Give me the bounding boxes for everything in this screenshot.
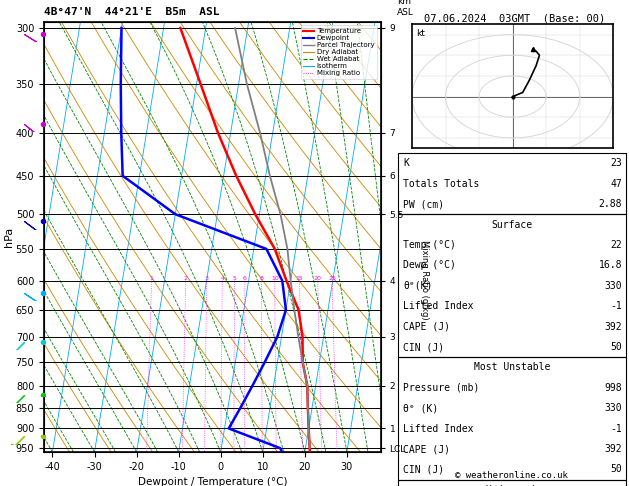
- Text: CAPE (J): CAPE (J): [403, 322, 450, 331]
- Text: Pressure (mb): Pressure (mb): [403, 383, 479, 393]
- Text: -1: -1: [610, 424, 622, 434]
- Text: Hodograph: Hodograph: [486, 485, 538, 486]
- Text: 15: 15: [296, 276, 303, 280]
- Text: 392: 392: [604, 444, 622, 454]
- Text: 392: 392: [604, 322, 622, 331]
- Text: Lifted Index: Lifted Index: [403, 301, 474, 311]
- Text: 20: 20: [314, 276, 321, 280]
- Text: Temp (°C): Temp (°C): [403, 240, 456, 250]
- Y-axis label: hPa: hPa: [4, 227, 14, 247]
- Text: 8: 8: [260, 276, 264, 280]
- Text: 10: 10: [271, 276, 279, 280]
- Text: θᵉ (K): θᵉ (K): [403, 403, 438, 413]
- Text: 23: 23: [610, 158, 622, 168]
- Text: 25: 25: [328, 276, 336, 280]
- Text: 47: 47: [610, 179, 622, 189]
- Text: 4: 4: [220, 276, 225, 280]
- Text: CIN (J): CIN (J): [403, 342, 444, 352]
- Text: 22: 22: [610, 240, 622, 250]
- Text: 2: 2: [184, 276, 187, 280]
- Text: CAPE (J): CAPE (J): [403, 444, 450, 454]
- Text: K: K: [403, 158, 409, 168]
- Text: kt: kt: [416, 29, 425, 38]
- Text: CIN (J): CIN (J): [403, 465, 444, 474]
- Text: 1: 1: [150, 276, 153, 280]
- Text: 3: 3: [205, 276, 209, 280]
- Text: 4B°47'N  44°21'E  B5m  ASL: 4B°47'N 44°21'E B5m ASL: [44, 7, 220, 17]
- Text: 50: 50: [610, 465, 622, 474]
- Text: Most Unstable: Most Unstable: [474, 363, 550, 372]
- Legend: Temperature, Dewpoint, Parcel Trajectory, Dry Adiabat, Wet Adiabat, Isotherm, Mi: Temperature, Dewpoint, Parcel Trajectory…: [301, 25, 377, 79]
- Text: θᵉ(K): θᵉ(K): [403, 281, 433, 291]
- Text: 50: 50: [610, 342, 622, 352]
- Text: 330: 330: [604, 403, 622, 413]
- Text: 2.88: 2.88: [599, 199, 622, 209]
- Text: km
ASL: km ASL: [398, 0, 415, 17]
- Text: 16.8: 16.8: [599, 260, 622, 270]
- Text: PW (cm): PW (cm): [403, 199, 444, 209]
- Text: Lifted Index: Lifted Index: [403, 424, 474, 434]
- Text: 07.06.2024  03GMT  (Base: 00): 07.06.2024 03GMT (Base: 00): [423, 14, 605, 24]
- X-axis label: Dewpoint / Temperature (°C): Dewpoint / Temperature (°C): [138, 477, 287, 486]
- Text: © weatheronline.co.uk: © weatheronline.co.uk: [455, 471, 568, 480]
- Text: Dewp (°C): Dewp (°C): [403, 260, 456, 270]
- Text: Totals Totals: Totals Totals: [403, 179, 479, 189]
- Text: 5: 5: [233, 276, 237, 280]
- Text: Mixing Ratio (g/kg): Mixing Ratio (g/kg): [420, 240, 429, 320]
- Text: 6: 6: [243, 276, 247, 280]
- Text: 330: 330: [604, 281, 622, 291]
- Text: -1: -1: [610, 301, 622, 311]
- Text: Surface: Surface: [491, 220, 533, 229]
- Text: 998: 998: [604, 383, 622, 393]
